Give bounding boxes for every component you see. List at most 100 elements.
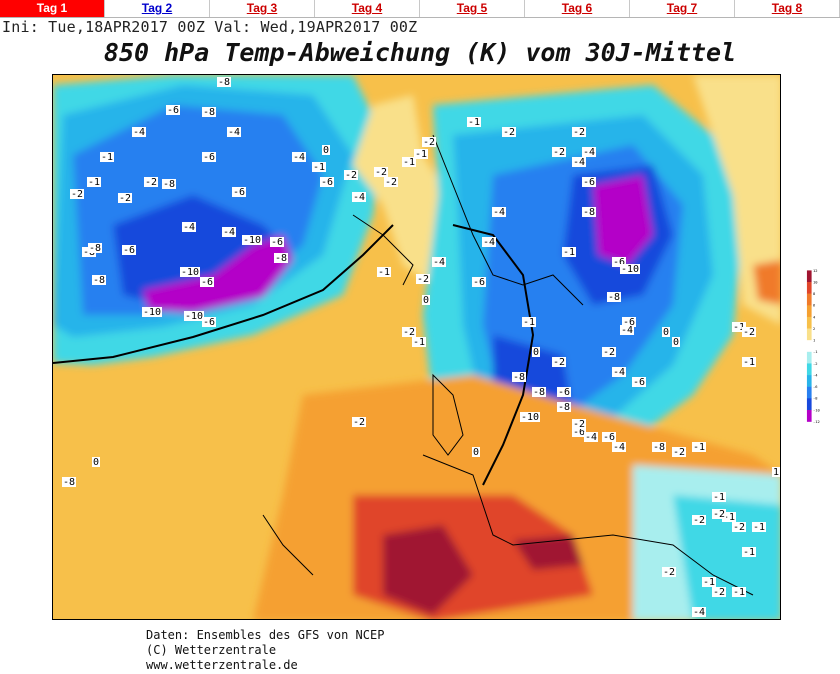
contour-label: -1 <box>702 577 716 588</box>
svg-text:-4: -4 <box>433 257 445 268</box>
color-scale-swatch <box>806 282 812 294</box>
svg-text:-4: -4 <box>223 227 235 238</box>
contour-label: -2 <box>552 357 566 368</box>
contour-label: -4 <box>222 227 236 238</box>
svg-text:0: 0 <box>663 327 669 338</box>
color-scale-tick-label: -6 <box>813 385 817 389</box>
contour-label: 0 <box>422 295 430 306</box>
contour-label: -2 <box>672 447 686 458</box>
run-info: Ini: Tue,18APR2017 00Z Val: Wed,19APR201… <box>2 18 418 36</box>
tab-day-4[interactable]: Tag 4 <box>315 0 420 17</box>
contour-label: -6 <box>472 277 486 288</box>
contour-label: -4 <box>292 152 306 163</box>
contour-label: -6 <box>166 105 180 116</box>
svg-text:-8: -8 <box>653 442 665 453</box>
svg-text:-2: -2 <box>145 177 157 188</box>
svg-text:-8: -8 <box>163 179 175 190</box>
contour-label: -1 <box>100 152 114 163</box>
contour-label: -8 <box>88 243 102 254</box>
contour-label: -6 <box>270 237 284 248</box>
tab-day-6[interactable]: Tag 6 <box>525 0 630 17</box>
data-credits: Daten: Ensembles des GFS von NCEP (C) We… <box>146 628 384 673</box>
contour-label: 0 <box>532 347 540 358</box>
color-scale-tick-label: -2 <box>813 362 817 366</box>
svg-text:-6: -6 <box>203 152 215 163</box>
svg-text:-1: -1 <box>733 322 745 333</box>
contour-label: -4 <box>612 442 626 453</box>
svg-text:-6: -6 <box>633 377 645 388</box>
color-scale-tick-label: 10 <box>813 280 817 284</box>
svg-text:-1: -1 <box>743 357 755 368</box>
svg-text:-10: -10 <box>521 412 539 423</box>
svg-text:-2: -2 <box>713 509 725 520</box>
svg-text:-2: -2 <box>553 357 565 368</box>
svg-text:-1: -1 <box>713 492 725 503</box>
svg-text:-4: -4 <box>483 237 495 248</box>
contour-label: -8 <box>512 372 526 383</box>
contour-label: -10 <box>142 307 162 318</box>
svg-text:-2: -2 <box>573 419 585 430</box>
contour-label: -6 <box>582 177 596 188</box>
svg-text:-4: -4 <box>621 325 633 336</box>
contour-label: -8 <box>162 179 176 190</box>
contour-label: -1 <box>722 512 736 523</box>
credit-line-2: (C) Wetterzentrale <box>146 643 277 657</box>
contour-label: -10 <box>180 267 200 278</box>
contour-label: -8 <box>557 402 571 413</box>
svg-text:-6: -6 <box>558 387 570 398</box>
contour-label: -1 <box>522 317 536 328</box>
contour-label: -4 <box>612 367 626 378</box>
svg-text:-6: -6 <box>473 277 485 288</box>
contour-label: -1 <box>312 162 326 173</box>
contour-label: -2 <box>402 327 416 338</box>
svg-text:-4: -4 <box>613 367 625 378</box>
svg-text:0: 0 <box>93 457 99 468</box>
contour-label: -1 <box>732 587 746 598</box>
contour-label: -8 <box>92 275 106 286</box>
svg-text:-6: -6 <box>613 257 625 268</box>
color-scale-tick-label: 1 <box>813 339 815 343</box>
contour-label: -8 <box>274 253 288 264</box>
contour-label: -2 <box>70 189 84 200</box>
contour-label: -4 <box>572 157 586 168</box>
svg-text:-2: -2 <box>693 515 705 526</box>
contour-label: -4 <box>692 607 706 618</box>
contour-label: 0 <box>672 337 680 348</box>
svg-text:-2: -2 <box>375 167 387 178</box>
contour-label: -2 <box>552 147 566 158</box>
contour-label: -2 <box>422 137 436 148</box>
contour-label: 0 <box>662 327 670 338</box>
color-scale-swatch <box>806 316 812 329</box>
tab-day-5[interactable]: Tag 5 <box>420 0 525 17</box>
svg-text:-8: -8 <box>93 275 105 286</box>
svg-text:-8: -8 <box>513 372 525 383</box>
contour-label: -1 <box>732 322 746 333</box>
tab-day-8[interactable]: Tag 8 <box>735 0 840 17</box>
contour-label: -1 <box>692 442 706 453</box>
svg-text:-2: -2 <box>345 170 357 181</box>
tab-day-3[interactable]: Tag 3 <box>210 0 315 17</box>
tab-day-7[interactable]: Tag 7 <box>630 0 735 17</box>
svg-text:-4: -4 <box>183 222 195 233</box>
svg-text:-1: -1 <box>313 162 325 173</box>
contour-label: -2 <box>118 193 132 204</box>
contour-label: -2 <box>732 522 746 533</box>
svg-text:1: 1 <box>773 467 779 478</box>
coastlines <box>262 134 754 596</box>
svg-text:-2: -2 <box>353 417 365 428</box>
contour-label: -2 <box>572 127 586 138</box>
tab-day-1[interactable]: Tag 1 <box>0 0 105 17</box>
contour-label: -2 <box>662 567 676 578</box>
svg-text:-8: -8 <box>63 477 75 488</box>
svg-text:0: 0 <box>423 295 429 306</box>
contour-label: -6 <box>602 432 616 443</box>
svg-text:-10: -10 <box>243 235 261 246</box>
contour-label: -1 <box>742 357 756 368</box>
svg-text:-4: -4 <box>353 192 365 203</box>
svg-text:-1: -1 <box>563 247 575 258</box>
contour-label: -2 <box>144 177 158 188</box>
tab-day-2[interactable]: Tag 2 <box>105 0 210 17</box>
svg-text:-4: -4 <box>133 127 145 138</box>
contour-label: 0 <box>92 457 100 468</box>
contour-label: -6 <box>320 177 334 188</box>
